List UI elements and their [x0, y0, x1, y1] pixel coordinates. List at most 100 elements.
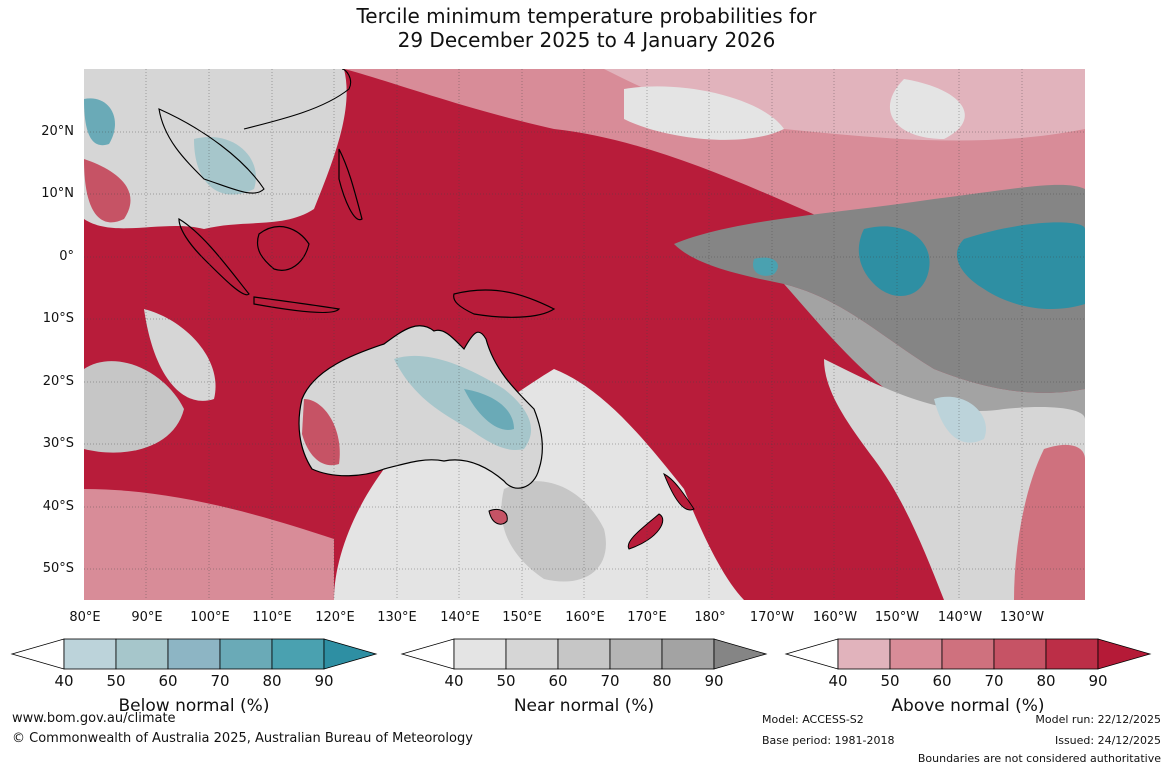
legend-near-tick: 80 [652, 672, 672, 690]
legend-below-segment [63, 638, 117, 670]
lon-label-140e: 140°E [440, 610, 480, 625]
lon-label-140w: 140°W [937, 610, 983, 625]
lat-label-20s: 20°S [42, 374, 74, 389]
legend-near-tick: 90 [704, 672, 724, 690]
indochina [158, 108, 265, 194]
lon-label-80e: 80°E [69, 610, 101, 625]
asia-red-west [84, 159, 131, 223]
below-pacific-patch-3 [753, 257, 778, 276]
footer-disclaimer: Boundaries are not considered authoritat… [917, 752, 1161, 765]
legend-near-segment [609, 638, 663, 670]
legend-below-segment [115, 638, 169, 670]
footer-base-period: Base period: 1981-2018 [762, 734, 895, 747]
legend-near-tick: 50 [496, 672, 516, 690]
footer-issued: Issued: 24/12/2025 [1054, 734, 1161, 747]
borneo [256, 225, 310, 271]
footer-model: Model: ACCESS-S2 [762, 713, 864, 726]
map-gridlines [84, 69, 1085, 600]
legend-above-tick: 90 [1088, 672, 1108, 690]
java [253, 296, 341, 314]
above-south-pacific-east [1014, 444, 1085, 600]
lat-label-eq: 0° [59, 249, 74, 264]
map-canvas [84, 69, 1085, 600]
near-normal-north-patch [624, 86, 784, 140]
legend-near-segment [661, 638, 715, 670]
legend-above-segment [1045, 638, 1099, 670]
lon-label-120e: 120°E [315, 610, 355, 625]
australia-below-core [464, 389, 514, 430]
title-line-1: Tercile minimum temperature probabilitie… [356, 4, 817, 28]
legend-below-tick: 90 [314, 672, 334, 690]
legend-below-normal [10, 638, 378, 670]
lon-label-130w: 130°W [999, 610, 1045, 625]
lon-label-150w: 150°W [874, 610, 920, 625]
legend-near-tick: 70 [600, 672, 620, 690]
lon-label-160w: 160°W [812, 610, 858, 625]
asia-below-west [84, 98, 115, 146]
new-guinea [453, 289, 556, 318]
lat-label-10n: 10°N [41, 186, 74, 201]
lat-label-50s: 50°S [42, 561, 74, 576]
legend-above-segment [993, 638, 1047, 670]
legend-near-segment [453, 638, 507, 670]
legend-below-segment [167, 638, 221, 670]
legend-above-tick: 80 [1036, 672, 1056, 690]
legend-above-over-arrow [1097, 638, 1152, 670]
tasmania [488, 508, 508, 525]
asia-below-patch [194, 137, 256, 195]
sumatra [178, 217, 250, 296]
legend-above-segment [889, 638, 943, 670]
lon-label-170w: 170°W [749, 610, 795, 625]
legend-above-title: Above normal (%) [891, 696, 1045, 716]
near-normal-pacific-lighter [784, 284, 1085, 443]
above-south-band [84, 489, 334, 600]
footer-website[interactable]: www.bom.gov.au/climate [12, 711, 176, 726]
legend-near-segment [505, 638, 559, 670]
lon-label-100e: 100°E [190, 610, 230, 625]
legend-below-tick: 80 [262, 672, 282, 690]
australia-above-west [302, 399, 340, 466]
near-normal-indian [144, 309, 216, 401]
legend-above-under-arrow [784, 638, 839, 670]
legend-below-tick: 70 [210, 672, 230, 690]
legend-below-tick: 40 [54, 672, 74, 690]
legend-above-segment [941, 638, 995, 670]
legend-above-tick: 70 [984, 672, 1004, 690]
lon-label-90e: 90°E [131, 610, 163, 625]
legend-above-bar [784, 638, 1152, 670]
lat-label-30s: 30°S [42, 436, 74, 451]
above-medium-zone-ne [604, 69, 1085, 141]
lat-label-10s: 10°S [42, 311, 74, 326]
new-zealand-south [627, 513, 664, 550]
legend-near-under-arrow [400, 638, 455, 670]
legend-below-under-arrow [10, 638, 65, 670]
legend-near-over-arrow [713, 638, 768, 670]
probability-map [84, 69, 1085, 600]
lon-label-150e: 150°E [502, 610, 542, 625]
below-south-pacific-patch [934, 396, 986, 443]
legend-below-tick: 60 [158, 672, 178, 690]
near-normal-tasman-darker [501, 481, 606, 582]
lon-label-180: 180° [694, 610, 726, 625]
legend-above-tick: 60 [932, 672, 952, 690]
legend-near-title: Near normal (%) [513, 696, 655, 716]
australia-outline [298, 325, 543, 489]
lat-label-20n: 20°N [41, 124, 74, 139]
lon-label-160e: 160°E [565, 610, 605, 625]
lon-label-130e: 130°E [377, 610, 417, 625]
map-title: Tercile minimum temperature probabilitie… [0, 4, 1173, 52]
legend-above-segment [837, 638, 891, 670]
near-normal-southwest [84, 361, 184, 453]
legend-near-tick: 60 [548, 672, 568, 690]
below-pacific-patch-2 [956, 222, 1085, 309]
legend-below-over-arrow [323, 638, 378, 670]
legend-near-tick: 40 [444, 672, 464, 690]
lon-label-110e: 110°E [252, 610, 292, 625]
legend-below-bar [10, 638, 378, 670]
legend-near-bar [400, 638, 768, 670]
china-coast [243, 69, 352, 130]
legend-above-tick: 40 [828, 672, 848, 690]
title-line-2: 29 December 2025 to 4 January 2026 [397, 28, 776, 52]
legend-near-segment [557, 638, 611, 670]
legend-below-segment [219, 638, 273, 670]
